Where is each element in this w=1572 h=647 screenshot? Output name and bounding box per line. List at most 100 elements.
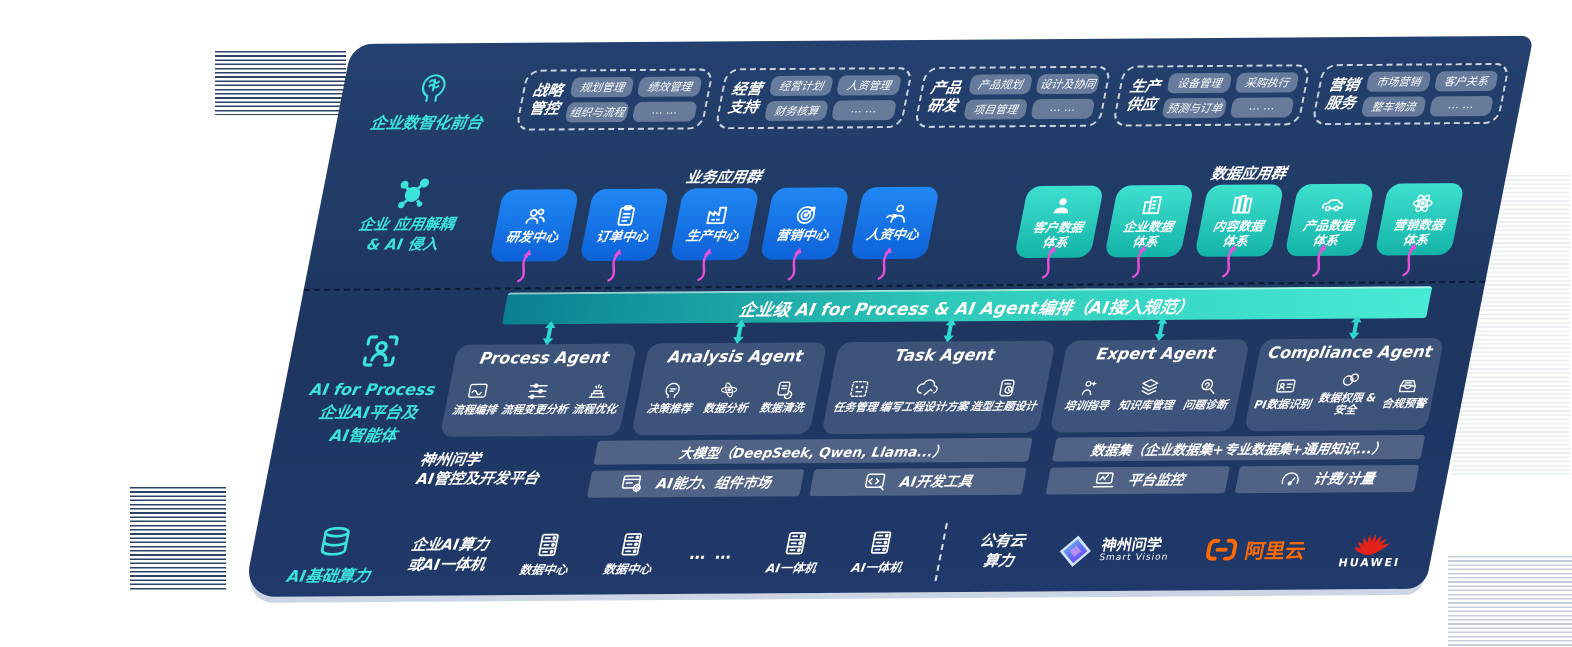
chip: 组织与流程 xyxy=(564,102,630,123)
magenta-arrow-icon xyxy=(1041,245,1056,279)
public-cloud-label: 公有云 算力 xyxy=(974,532,1027,571)
main-slab: 企业数智化前台 战略 管控 规划管理 绩效管理 组织与流程 … … 经营 支持 经营… xyxy=(243,35,1534,597)
chip: 客户关系 xyxy=(1433,71,1499,92)
cloud-line1: 公有云 xyxy=(978,531,1027,550)
cell-platform-monitor: 平台监控 xyxy=(1045,465,1231,495)
data-box-label: 企业数据 xyxy=(1121,219,1175,235)
platform-label-line1: 神州问学 xyxy=(418,450,483,469)
database-icon xyxy=(320,526,351,556)
arrows-strip xyxy=(303,243,1491,291)
agent-title: Compliance Agent xyxy=(1266,342,1435,363)
node-label: AI一体机 xyxy=(850,559,903,575)
double-arrow-icon xyxy=(1349,315,1362,340)
chip: … … xyxy=(1229,97,1295,118)
chip: 经营计划 xyxy=(768,75,834,97)
cloud-design-icon xyxy=(916,379,938,396)
business-app-section: 业务应用群 研发中心 订单中心 xyxy=(489,165,944,262)
agent-item-label: 知识库管理 xyxy=(1117,398,1175,413)
application-layer: 企业 应用解耦 & AI 侵入 业务应用群 研发中心 xyxy=(309,161,1509,263)
group-title-line: 战略 xyxy=(530,81,565,101)
agent-expert: Expert Agent 培训指导 知识库管理 问题诊断 xyxy=(1049,339,1250,433)
infra-label-block: AI基础算力 xyxy=(285,525,379,587)
decor-stripes-bottom-right xyxy=(1448,556,1572,646)
cloud-line2: 算力 xyxy=(981,551,1016,570)
chip: … … xyxy=(1428,96,1494,117)
agent-item-label: PI数据识别 xyxy=(1253,397,1312,412)
group-operation: 经营 支持 经营计划 人资管理 财务核算 … … xyxy=(714,67,914,130)
flow-orchestration-icon xyxy=(468,383,489,398)
app-box-label: 研发中心 xyxy=(504,230,560,246)
factory-icon xyxy=(705,206,727,225)
alert-inbox-icon xyxy=(1398,379,1416,393)
model-bar: 大模型（DeepSeek, Qwen, Llama...） xyxy=(593,437,1033,465)
compute-line2: 或AI一体机 xyxy=(405,554,487,574)
cell-label: 计费/计量 xyxy=(1311,471,1377,488)
chip: … … xyxy=(1030,98,1096,120)
data-box-product: 产品数据 体系 xyxy=(1284,183,1375,257)
front-office-label-block: 企业数智化前台 xyxy=(334,68,527,133)
huawei-logo: HUAWEI xyxy=(1337,528,1407,569)
platform-label: 神州问学 AI管控及开发平台 xyxy=(414,449,572,489)
aliyun-logo: 阿里云 xyxy=(1203,535,1309,565)
smartvision-logo-icon xyxy=(1060,535,1092,567)
decor-stripes-top-left xyxy=(215,51,346,115)
data-clean-icon xyxy=(777,381,793,400)
app-box-label: 人资中心 xyxy=(864,227,920,244)
group-title-line: 管控 xyxy=(527,99,562,118)
agent-item-label: 造型主题设计 xyxy=(969,399,1038,414)
agent-title: Process Agent xyxy=(478,347,612,368)
component-market-icon xyxy=(621,475,642,493)
data-box-label: 客户数据 xyxy=(1031,219,1085,236)
business-group-title: 业务应用群 xyxy=(684,168,764,187)
sliders-icon xyxy=(528,383,549,399)
cell-ai-market: AI能力、组件市场 xyxy=(586,468,805,498)
gauge-icon xyxy=(1281,472,1299,486)
agent-item-label: 编写工程设计方案 xyxy=(878,400,970,414)
chip: 人资管理 xyxy=(836,75,902,96)
group-strategy: 战略 管控 规划管理 绩效管理 组织与流程 … … xyxy=(514,68,714,131)
chip: … … xyxy=(632,101,698,123)
agent-item-label: 合规预警 xyxy=(1380,396,1428,411)
cell-billing: 计费/计量 xyxy=(1234,464,1420,493)
agent-item-label: 流程编排 xyxy=(451,403,498,417)
dataset-bar: 数据集（企业数据集+专业数据集+通用知识...） xyxy=(1052,434,1426,462)
group-title-line: 营销 xyxy=(1327,76,1361,95)
cell-label: 平台监控 xyxy=(1126,472,1186,489)
dev-tools-icon xyxy=(865,473,886,491)
double-arrow-icon xyxy=(943,318,956,343)
double-arrow-icon xyxy=(1155,316,1168,341)
ai-layer-label-line3: AI智能体 xyxy=(328,426,399,446)
app-box-label: 订单中心 xyxy=(594,229,650,246)
target-icon xyxy=(796,206,816,225)
data-atom-icon xyxy=(721,382,738,398)
agent-task: Task Agent 任务管理 编写工程设计方案 造型主题设计 xyxy=(821,340,1056,435)
chip: 财务核算 xyxy=(763,100,830,122)
cell-dev-tools: AI开发工具 xyxy=(809,467,1027,496)
atom-icon xyxy=(1412,194,1433,213)
node-label: 数据中心 xyxy=(518,562,569,577)
server-icon xyxy=(538,533,559,556)
ai-layer-label-line1: AI for Process xyxy=(308,380,438,399)
permission-link-icon xyxy=(1342,373,1359,386)
platform-dataset-group: 数据集（企业数据集+专业数据集+通用知识...） 平台监控 计费/计量 xyxy=(1045,434,1426,495)
car-icon xyxy=(1321,199,1344,212)
network-icon xyxy=(397,178,429,209)
hr-growth-icon xyxy=(886,204,905,224)
compute-line1: 企业AI算力 xyxy=(409,535,491,554)
infra-label: AI基础算力 xyxy=(285,566,372,586)
app-box-rd-center: 研发中心 xyxy=(489,189,580,262)
agent-item-label: 数据清洗 xyxy=(758,401,806,415)
content-library-icon xyxy=(1231,195,1253,214)
group-title-line: 供应 xyxy=(1124,94,1159,114)
agent-title: Analysis Agent xyxy=(666,346,805,367)
chip: 采购执行 xyxy=(1234,72,1300,93)
group-marketing: 营销 服务 市场营销 客户关系 整车物流 … … xyxy=(1311,63,1511,126)
magenta-arrow-icon xyxy=(1131,245,1146,279)
platform-model-group: 大模型（DeepSeek, Qwen, Llama...） AI能力、组件市场 … xyxy=(586,437,1033,498)
aliyun-logo-text: 阿里云 xyxy=(1242,538,1308,564)
agent-item-label: 问题诊断 xyxy=(1181,398,1229,412)
ai-layer-label-line2: 企业AI平台及 xyxy=(317,403,420,423)
node-ai-appliance-2: AI一体机 xyxy=(850,529,909,575)
server-icon xyxy=(785,531,807,554)
agent-item-label: 决策推荐 xyxy=(645,402,693,416)
